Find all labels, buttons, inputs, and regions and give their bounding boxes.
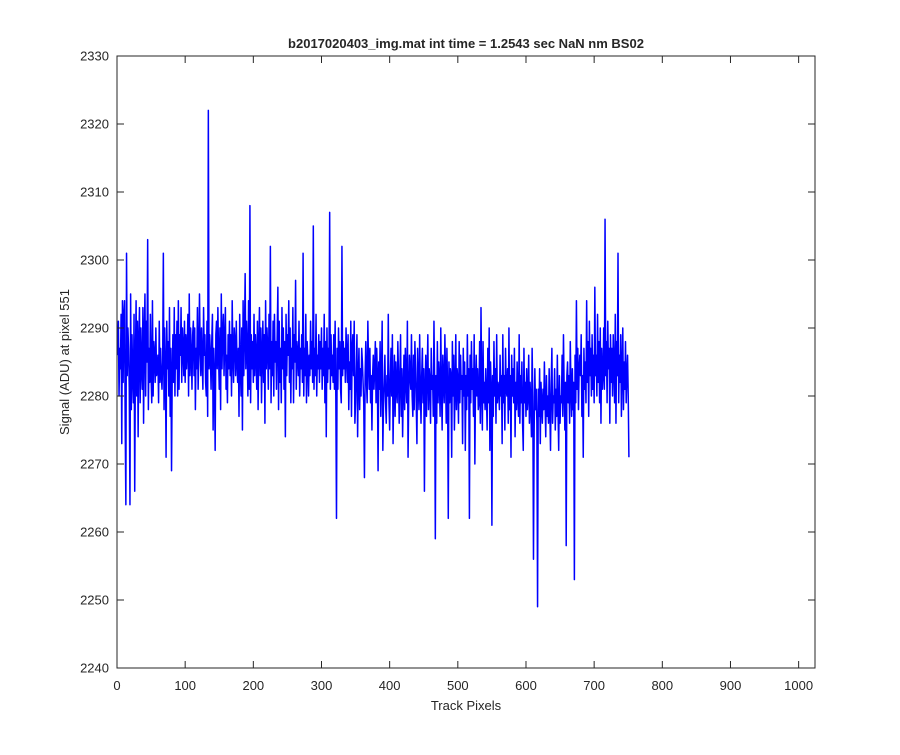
- x-tick-label: 200: [242, 678, 264, 693]
- x-tick-label: 0: [113, 678, 120, 693]
- y-axis-label: Signal (ADU) at pixel 551: [57, 289, 72, 435]
- x-tick-label: 500: [447, 678, 469, 693]
- y-tick-label: 2260: [80, 525, 109, 540]
- chart-title: b2017020403_img.mat int time = 1.2543 se…: [288, 36, 644, 51]
- y-tick-label: 2250: [80, 593, 109, 608]
- y-tick-label: 2280: [80, 389, 109, 404]
- y-tick-label: 2330: [80, 49, 109, 64]
- series-line-0: [116, 109, 630, 608]
- x-axis-label: Track Pixels: [431, 698, 502, 713]
- x-tick-label: 900: [720, 678, 742, 693]
- x-tick-label: 300: [311, 678, 333, 693]
- x-tick-label: 800: [651, 678, 673, 693]
- y-tick-label: 2240: [80, 661, 109, 676]
- x-tick-label: 600: [515, 678, 537, 693]
- y-tick-label: 2270: [80, 457, 109, 472]
- x-tick-label: 100: [174, 678, 196, 693]
- y-tick-label: 2320: [80, 117, 109, 132]
- x-tick-label: 1000: [784, 678, 813, 693]
- y-tick-label: 2290: [80, 321, 109, 336]
- axes-box: [116, 55, 816, 669]
- x-tick-label: 400: [379, 678, 401, 693]
- series-layer: [116, 109, 630, 608]
- y-tick-label: 2300: [80, 253, 109, 268]
- x-tick-label: 700: [583, 678, 605, 693]
- y-tick-label: 2310: [80, 185, 109, 200]
- ticks-layer: 0 100 200 300 400 500 600 700 800 900 1000 2240 2250…: [80, 49, 815, 693]
